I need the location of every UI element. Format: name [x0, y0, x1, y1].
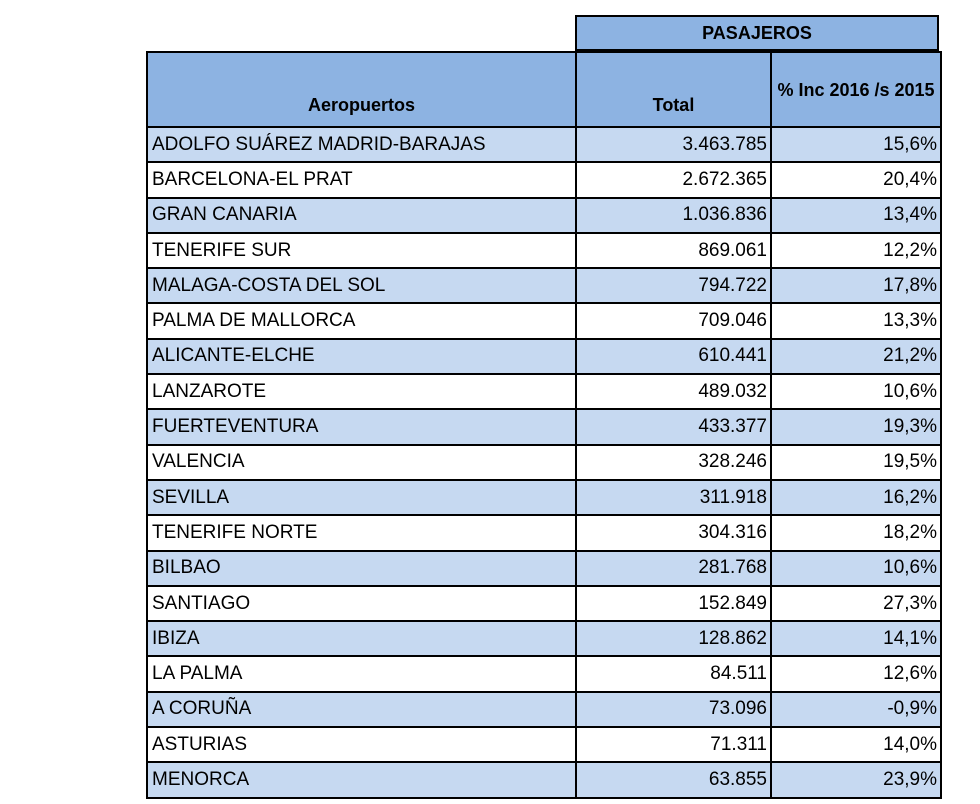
airport-name-cell: MALAGA-COSTA DEL SOL [146, 267, 577, 305]
increase-cell: 15,6% [770, 125, 942, 164]
total-column-header: Total [575, 51, 772, 128]
table-row: LA PALMA 84.511 12,6% [146, 655, 942, 693]
airport-name-cell: IBIZA [146, 620, 577, 658]
total-cell: 328.246 [575, 443, 772, 481]
table-row: TENERIFE NORTE 304.316 18,2% [146, 514, 942, 552]
total-cell: 869.061 [575, 231, 772, 270]
table-row: PALMA DE MALLORCA 709.046 13,3% [146, 302, 942, 340]
total-cell: 63.855 [575, 761, 772, 799]
table-row: ASTURIAS 71.311 14,0% [146, 726, 942, 764]
increase-cell: 10,6% [770, 549, 942, 587]
airport-name-cell: BARCELONA-EL PRAT [146, 161, 577, 199]
pasajeros-header: PASAJEROS [575, 15, 939, 51]
airport-name-cell: ADOLFO SUÁREZ MADRID-BARAJAS [146, 125, 577, 164]
increase-cell: 12,6% [770, 655, 942, 693]
table-row: SEVILLA 311.918 16,2% [146, 478, 942, 517]
increase-column-header: % Inc 2016 /s 2015 [770, 51, 942, 128]
airport-name-cell: GRAN CANARIA [146, 196, 577, 234]
airport-name-cell: SANTIAGO [146, 584, 577, 623]
increase-cell: 13,4% [770, 196, 942, 234]
increase-cell: 13,3% [770, 302, 942, 340]
increase-cell: 23,9% [770, 761, 942, 799]
total-cell: 71.311 [575, 726, 772, 764]
table-row: FUERTEVENTURA 433.377 19,3% [146, 408, 942, 446]
total-cell: 433.377 [575, 408, 772, 446]
total-cell: 2.672.365 [575, 161, 772, 199]
airports-table: Aeropuertos Total % Inc 2016 /s 2015 ADO… [146, 51, 942, 799]
table-row: MENORCA 63.855 23,9% [146, 761, 942, 799]
increase-cell: 19,5% [770, 443, 942, 481]
airport-name-cell: MENORCA [146, 761, 577, 799]
total-cell: 489.032 [575, 373, 772, 411]
total-cell: 709.046 [575, 302, 772, 340]
airport-name-cell: A CORUÑA [146, 690, 577, 729]
increase-cell: 16,2% [770, 478, 942, 517]
airport-name-cell: ALICANTE-ELCHE [146, 337, 577, 376]
airport-name-cell: TENERIFE NORTE [146, 514, 577, 552]
total-cell: 84.511 [575, 655, 772, 693]
total-cell: 610.441 [575, 337, 772, 376]
total-cell: 3.463.785 [575, 125, 772, 164]
header-row: Aeropuertos Total % Inc 2016 /s 2015 [146, 51, 942, 128]
total-cell: 281.768 [575, 549, 772, 587]
table-row: GRAN CANARIA 1.036.836 13,4% [146, 196, 942, 234]
total-cell: 304.316 [575, 514, 772, 552]
table-row: ADOLFO SUÁREZ MADRID-BARAJAS 3.463.785 15,… [146, 125, 942, 164]
increase-cell: 18,2% [770, 514, 942, 552]
total-cell: 311.918 [575, 478, 772, 517]
increase-cell: 14,1% [770, 620, 942, 658]
airports-column-header: Aeropuertos [146, 51, 577, 128]
increase-cell: 21,2% [770, 337, 942, 376]
total-cell: 128.862 [575, 620, 772, 658]
table-row: A CORUÑA 73.096 -0,9% [146, 690, 942, 729]
airport-name-cell: LANZAROTE [146, 373, 577, 411]
airport-name-cell: VALENCIA [146, 443, 577, 481]
table-row: ALICANTE-ELCHE 610.441 21,2% [146, 337, 942, 376]
airport-name-cell: FUERTEVENTURA [146, 408, 577, 446]
airport-name-cell: ASTURIAS [146, 726, 577, 764]
airport-name-cell: LA PALMA [146, 655, 577, 693]
increase-cell: 19,3% [770, 408, 942, 446]
total-cell: 73.096 [575, 690, 772, 729]
table-row: BILBAO 281.768 10,6% [146, 549, 942, 587]
increase-cell: 10,6% [770, 373, 942, 411]
airport-name-cell: PALMA DE MALLORCA [146, 302, 577, 340]
airport-name-cell: BILBAO [146, 549, 577, 587]
table-row: SANTIAGO 152.849 27,3% [146, 584, 942, 623]
increase-cell: 27,3% [770, 584, 942, 623]
table-row: BARCELONA-EL PRAT 2.672.365 20,4% [146, 161, 942, 199]
total-cell: 794.722 [575, 267, 772, 305]
airport-name-cell: TENERIFE SUR [146, 231, 577, 270]
increase-cell: -0,9% [770, 690, 942, 729]
total-cell: 1.036.836 [575, 196, 772, 234]
increase-cell: 20,4% [770, 161, 942, 199]
increase-cell: 17,8% [770, 267, 942, 305]
increase-cell: 14,0% [770, 726, 942, 764]
total-cell: 152.849 [575, 584, 772, 623]
table-row: IBIZA 128.862 14,1% [146, 620, 942, 658]
table-row: LANZAROTE 489.032 10,6% [146, 373, 942, 411]
table-row: TENERIFE SUR 869.061 12,2% [146, 231, 942, 270]
airport-name-cell: SEVILLA [146, 478, 577, 517]
table-row: MALAGA-COSTA DEL SOL 794.722 17,8% [146, 267, 942, 305]
increase-cell: 12,2% [770, 231, 942, 270]
table-row: VALENCIA 328.246 19,5% [146, 443, 942, 481]
